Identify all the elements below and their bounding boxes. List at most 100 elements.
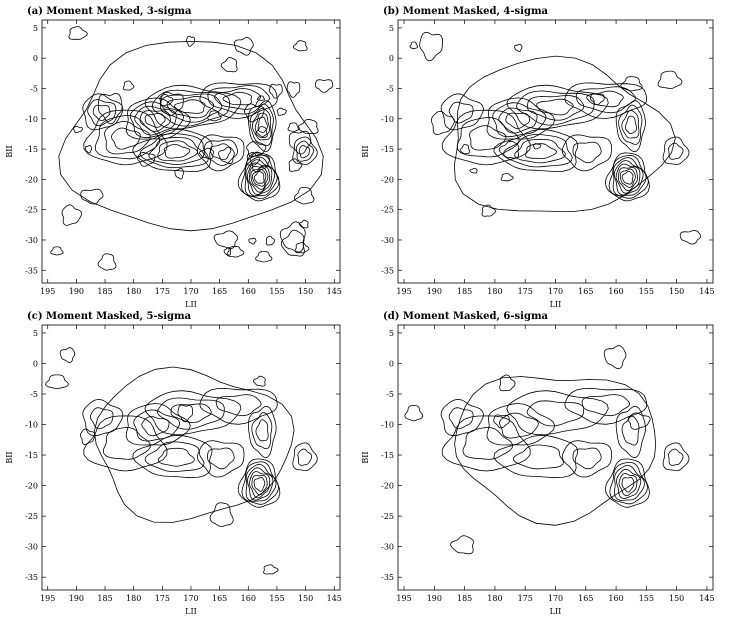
contour <box>249 103 274 147</box>
y-axis-label: BII <box>5 145 14 157</box>
y-tick-label: -10 <box>25 115 38 124</box>
x-tick-label: 160 <box>608 594 623 603</box>
contour <box>627 412 651 430</box>
contour <box>72 126 83 133</box>
contour <box>615 163 641 194</box>
contour <box>265 235 276 246</box>
contour <box>481 204 497 217</box>
y-tick-label: -25 <box>381 206 394 215</box>
contour <box>90 407 114 430</box>
x-tick-label: 160 <box>608 287 623 296</box>
contour <box>288 130 312 155</box>
x-tick-label: 170 <box>183 287 198 296</box>
panel-title: (a) Moment Masked, 3-sigma <box>27 6 192 17</box>
contour <box>618 473 638 497</box>
contour <box>586 90 624 108</box>
contour <box>500 173 514 182</box>
contours <box>45 347 318 575</box>
y-axis-label: BII <box>361 451 370 463</box>
contour <box>440 398 484 437</box>
contour <box>298 144 311 159</box>
x-tick-label: 195 <box>396 287 411 296</box>
contour <box>276 107 287 116</box>
y-tick-label: -15 <box>381 451 394 460</box>
contour <box>148 137 205 166</box>
contour <box>506 84 609 130</box>
x-tick-label: 195 <box>40 287 55 296</box>
x-axis-label: LII <box>550 607 562 616</box>
contour <box>249 151 270 173</box>
contour <box>441 109 531 166</box>
contour <box>454 376 657 526</box>
plot-frame <box>397 19 714 284</box>
contour <box>144 112 166 128</box>
contour <box>469 125 507 151</box>
contour <box>493 128 579 172</box>
contour <box>581 394 631 417</box>
contour <box>240 154 280 200</box>
contour <box>604 152 650 202</box>
contour <box>453 55 676 212</box>
contour <box>125 97 191 140</box>
contour <box>97 253 117 271</box>
y-tick-label: -5 <box>30 390 38 399</box>
contour <box>575 86 636 114</box>
contour <box>668 142 684 160</box>
contour <box>314 79 334 93</box>
y-tick-label: -30 <box>25 236 38 245</box>
contour <box>621 110 640 139</box>
contour <box>498 107 538 134</box>
y-tick-label: 0 <box>33 54 38 63</box>
x-tick-label: 145 <box>699 594 714 603</box>
y-tick-label: 0 <box>33 359 38 368</box>
contour <box>297 118 319 135</box>
contour <box>255 251 273 263</box>
contour <box>619 168 636 188</box>
contour <box>110 127 141 150</box>
contour <box>263 564 279 575</box>
contour <box>196 134 245 172</box>
contour <box>617 167 639 192</box>
x-axis-label: LII <box>185 607 197 616</box>
contour <box>516 90 595 126</box>
contour <box>159 94 174 107</box>
contour <box>151 89 231 127</box>
contour <box>679 230 701 245</box>
x-tick-label: 190 <box>69 594 84 603</box>
contour <box>207 110 222 122</box>
contour <box>662 442 690 472</box>
contour <box>603 345 627 370</box>
y-tick-label: -30 <box>381 543 394 552</box>
panel-title: (d) Moment Masked, 6-sigma <box>383 311 549 322</box>
contour <box>139 133 209 169</box>
contour <box>196 440 245 478</box>
contour <box>132 434 213 479</box>
contour <box>668 448 684 466</box>
contour <box>614 464 645 501</box>
x-tick-label: 155 <box>269 594 284 603</box>
x-tick-label: 155 <box>269 287 284 296</box>
contour <box>209 143 232 161</box>
contour <box>245 159 276 197</box>
y-tick-label: -10 <box>381 115 394 124</box>
contour <box>431 110 455 136</box>
contour <box>287 122 300 132</box>
x-tick-label: 185 <box>457 594 472 603</box>
contour <box>58 40 324 232</box>
panel: (b) Moment Masked, 4-sigma LII BII 195 190 18… <box>361 6 715 309</box>
contour <box>247 467 274 501</box>
x-tick-label: 145 <box>699 287 714 296</box>
contour <box>246 162 273 196</box>
y-tick-label: -20 <box>381 482 394 491</box>
x-tick-label: 150 <box>298 287 313 296</box>
x-tick-label: 180 <box>126 287 141 296</box>
contour <box>257 116 268 133</box>
contour <box>499 412 539 439</box>
contour <box>572 141 602 164</box>
contours <box>50 26 334 271</box>
contour <box>177 404 194 423</box>
contour <box>252 375 266 387</box>
contour <box>292 442 318 472</box>
contour <box>157 447 195 467</box>
